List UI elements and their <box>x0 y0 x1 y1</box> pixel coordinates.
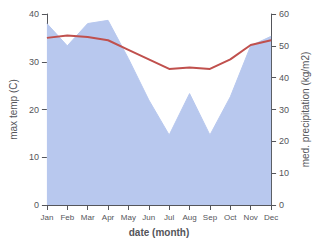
svg-text:20: 20 <box>279 136 289 146</box>
svg-text:40: 40 <box>29 9 39 19</box>
svg-text:Mar: Mar <box>81 213 95 222</box>
svg-text:Oct: Oct <box>224 213 237 222</box>
svg-text:Nov: Nov <box>244 213 258 222</box>
svg-text:Apr: Apr <box>102 213 115 222</box>
svg-text:May: May <box>121 213 136 222</box>
svg-text:Sep: Sep <box>203 213 218 222</box>
svg-text:max temp (C): max temp (C) <box>8 79 19 140</box>
svg-text:0: 0 <box>34 200 39 210</box>
svg-text:Jan: Jan <box>40 213 53 222</box>
svg-text:30: 30 <box>279 105 289 115</box>
svg-text:40: 40 <box>279 73 289 83</box>
svg-text:Feb: Feb <box>60 213 74 222</box>
svg-text:Dec: Dec <box>264 213 278 222</box>
svg-text:0: 0 <box>279 200 284 210</box>
svg-text:med. precipitation (kg/m2): med. precipitation (kg/m2) <box>300 52 311 168</box>
svg-text:Jun: Jun <box>142 213 155 222</box>
svg-text:date (month): date (month) <box>129 227 190 238</box>
svg-text:10: 10 <box>29 152 39 162</box>
svg-text:20: 20 <box>29 105 39 115</box>
svg-text:60: 60 <box>279 9 289 19</box>
svg-text:10: 10 <box>279 168 289 178</box>
svg-text:Aug: Aug <box>182 213 196 222</box>
svg-text:Jul: Jul <box>164 213 174 222</box>
svg-text:50: 50 <box>279 41 289 51</box>
svg-text:30: 30 <box>29 57 39 67</box>
